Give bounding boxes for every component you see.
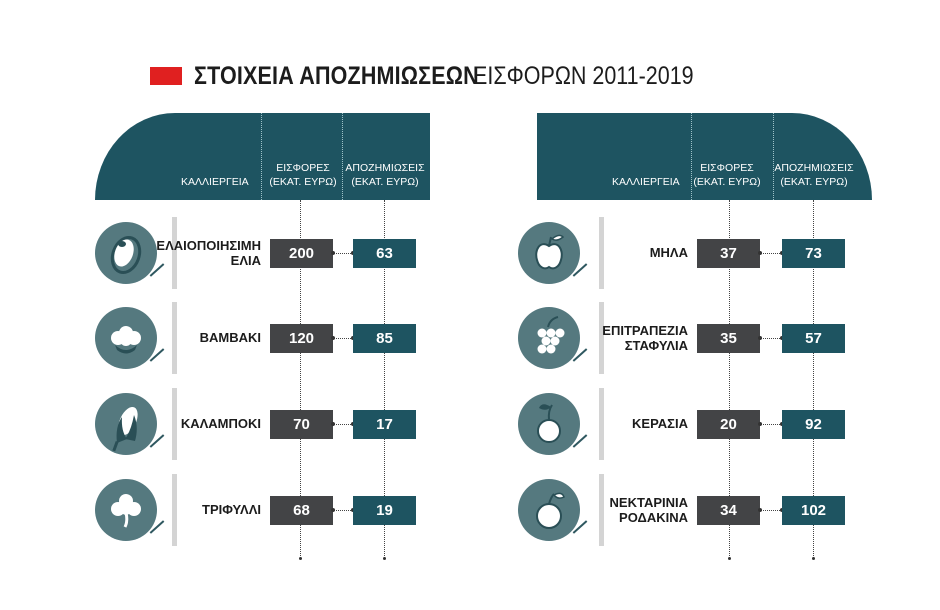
title-light-text: ΕΙΣΦΟΡΩΝ 2011-2019 (473, 61, 694, 90)
compensation-value: 85 (353, 324, 416, 353)
header-comp-label: ΑΠΟΖΗΜΙΩΣΕΙΣ (ΕΚΑΤ. ΕΥΡΩ) (774, 162, 854, 188)
left-table-panel: ΚΑΛΛΙΕΡΓΕΙΑ ΕΙΣΦΟΡΕΣ (ΕΚΑΤ. ΕΥΡΩ) ΑΠΟΖΗΜΙ… (95, 113, 430, 563)
value-connector (760, 424, 782, 425)
value-connector (760, 510, 782, 511)
crop-name-label: ΜΗΛΑ (649, 245, 688, 260)
value-connector (760, 338, 782, 339)
cherry-icon (518, 393, 580, 455)
crop-name-label: ΕΠΙΤΡΑΠΕΖΙΑ ΣΤΑΦΥΛΙΑ (602, 323, 688, 353)
title-bold-text: ΣΤΟΙΧΕΙΑ ΑΠΟΖΗΜΙΩΣΕΩΝ (194, 61, 479, 90)
column-guide-line (729, 200, 730, 558)
header-crop-label: ΚΑΛΛΙΕΡΓΕΙΑ (181, 176, 249, 188)
row-divider-bar (172, 302, 177, 374)
connector-dot (331, 336, 335, 340)
column-guide-end-dot (299, 557, 302, 560)
cotton-icon (95, 307, 157, 369)
column-guide-line (300, 200, 301, 558)
crop-name-label: ΚΕΡΑΣΙΑ (632, 416, 688, 431)
compensation-value: 57 (782, 324, 845, 353)
compensation-value: 73 (782, 239, 845, 268)
contribution-value: 68 (270, 496, 333, 525)
peach-icon (518, 479, 580, 541)
row-divider-bar (599, 388, 604, 460)
row-divider-bar (599, 474, 604, 546)
connector-dot (331, 422, 335, 426)
row-divider-bar (172, 388, 177, 460)
right-table-panel: ΚΑΛΛΙΕΡΓΕΙΑ ΕΙΣΦΟΡΕΣ (ΕΚΑΤ. ΕΥΡΩ) ΑΠΟΖΗΜΙ… (518, 113, 872, 563)
header-contrib-label: ΕΙΣΦΟΡΕΣ (ΕΚΑΤ. ΕΥΡΩ) (269, 162, 337, 188)
contribution-value: 20 (697, 410, 760, 439)
compensation-value: 102 (782, 496, 845, 525)
crop-name-label: ΒΑΜΒΑΚΙ (199, 330, 261, 345)
value-connector (333, 424, 353, 425)
title-marker (150, 67, 182, 85)
column-guide-end-dot (728, 557, 731, 560)
compensation-value: 19 (353, 496, 416, 525)
header-separator (773, 113, 774, 200)
compensation-value: 92 (782, 410, 845, 439)
compensation-value: 17 (353, 410, 416, 439)
apple-icon (518, 222, 580, 284)
compensation-value: 63 (353, 239, 416, 268)
right-table-header: ΚΑΛΛΙΕΡΓΕΙΑ ΕΙΣΦΟΡΕΣ (ΕΚΑΤ. ΕΥΡΩ) ΑΠΟΖΗΜΙ… (537, 113, 872, 200)
header-comp-label: ΑΠΟΖΗΜΙΩΣΕΙΣ (ΕΚΑΤ. ΕΥΡΩ) (345, 162, 425, 188)
contribution-value: 37 (697, 239, 760, 268)
crop-name-label: ΕΛΑΙΟΠΟΙΗΣΙΜΗ ΕΛΙΑ (156, 238, 261, 268)
row-divider-bar (172, 474, 177, 546)
column-guide-line (384, 200, 385, 558)
value-connector (333, 253, 353, 254)
connector-dot (758, 422, 762, 426)
header-separator (691, 113, 692, 200)
connector-dot (758, 251, 762, 255)
row-divider-bar (599, 217, 604, 289)
header-crop-label: ΚΑΛΛΙΕΡΓΕΙΑ (612, 176, 680, 188)
left-table-header: ΚΑΛΛΙΕΡΓΕΙΑ ΕΙΣΦΟΡΕΣ (ΕΚΑΤ. ΕΥΡΩ) ΑΠΟΖΗΜΙ… (95, 113, 430, 200)
connector-dot (758, 508, 762, 512)
connector-dot (758, 336, 762, 340)
contribution-value: 35 (697, 324, 760, 353)
header-contrib-label: ΕΙΣΦΟΡΕΣ (ΕΚΑΤ. ΕΥΡΩ) (693, 162, 761, 188)
corn-icon (95, 393, 157, 455)
value-connector (333, 338, 353, 339)
contribution-value: 200 (270, 239, 333, 268)
crop-name-label: ΚΑΛΑΜΠΟΚΙ (180, 416, 261, 431)
clover-icon (95, 479, 157, 541)
header-separator (261, 113, 262, 200)
header-separator (342, 113, 343, 200)
contribution-value: 34 (697, 496, 760, 525)
grapes-icon (518, 307, 580, 369)
value-connector (333, 510, 353, 511)
column-guide-end-dot (383, 557, 386, 560)
column-guide-end-dot (812, 557, 815, 560)
contribution-value: 120 (270, 324, 333, 353)
row-divider-bar (172, 217, 177, 289)
value-connector (760, 253, 782, 254)
row-divider-bar (599, 302, 604, 374)
contribution-value: 70 (270, 410, 333, 439)
olive-icon (95, 222, 157, 284)
column-guide-line (813, 200, 814, 558)
connector-dot (331, 508, 335, 512)
chart-title: ΣΤΟΙΧΕΙΑ ΑΠΟΖΗΜΙΩΣΕΩΝ ΕΙΣΦΟΡΩΝ 2011-2019 (150, 61, 730, 91)
connector-dot (331, 251, 335, 255)
crop-name-label: ΝΕΚΤΑΡΙΝΙΑ ΡΟΔΑΚΙΝΑ (609, 495, 688, 525)
crop-name-label: ΤΡΙΦΥΛΛΙ (202, 502, 261, 517)
